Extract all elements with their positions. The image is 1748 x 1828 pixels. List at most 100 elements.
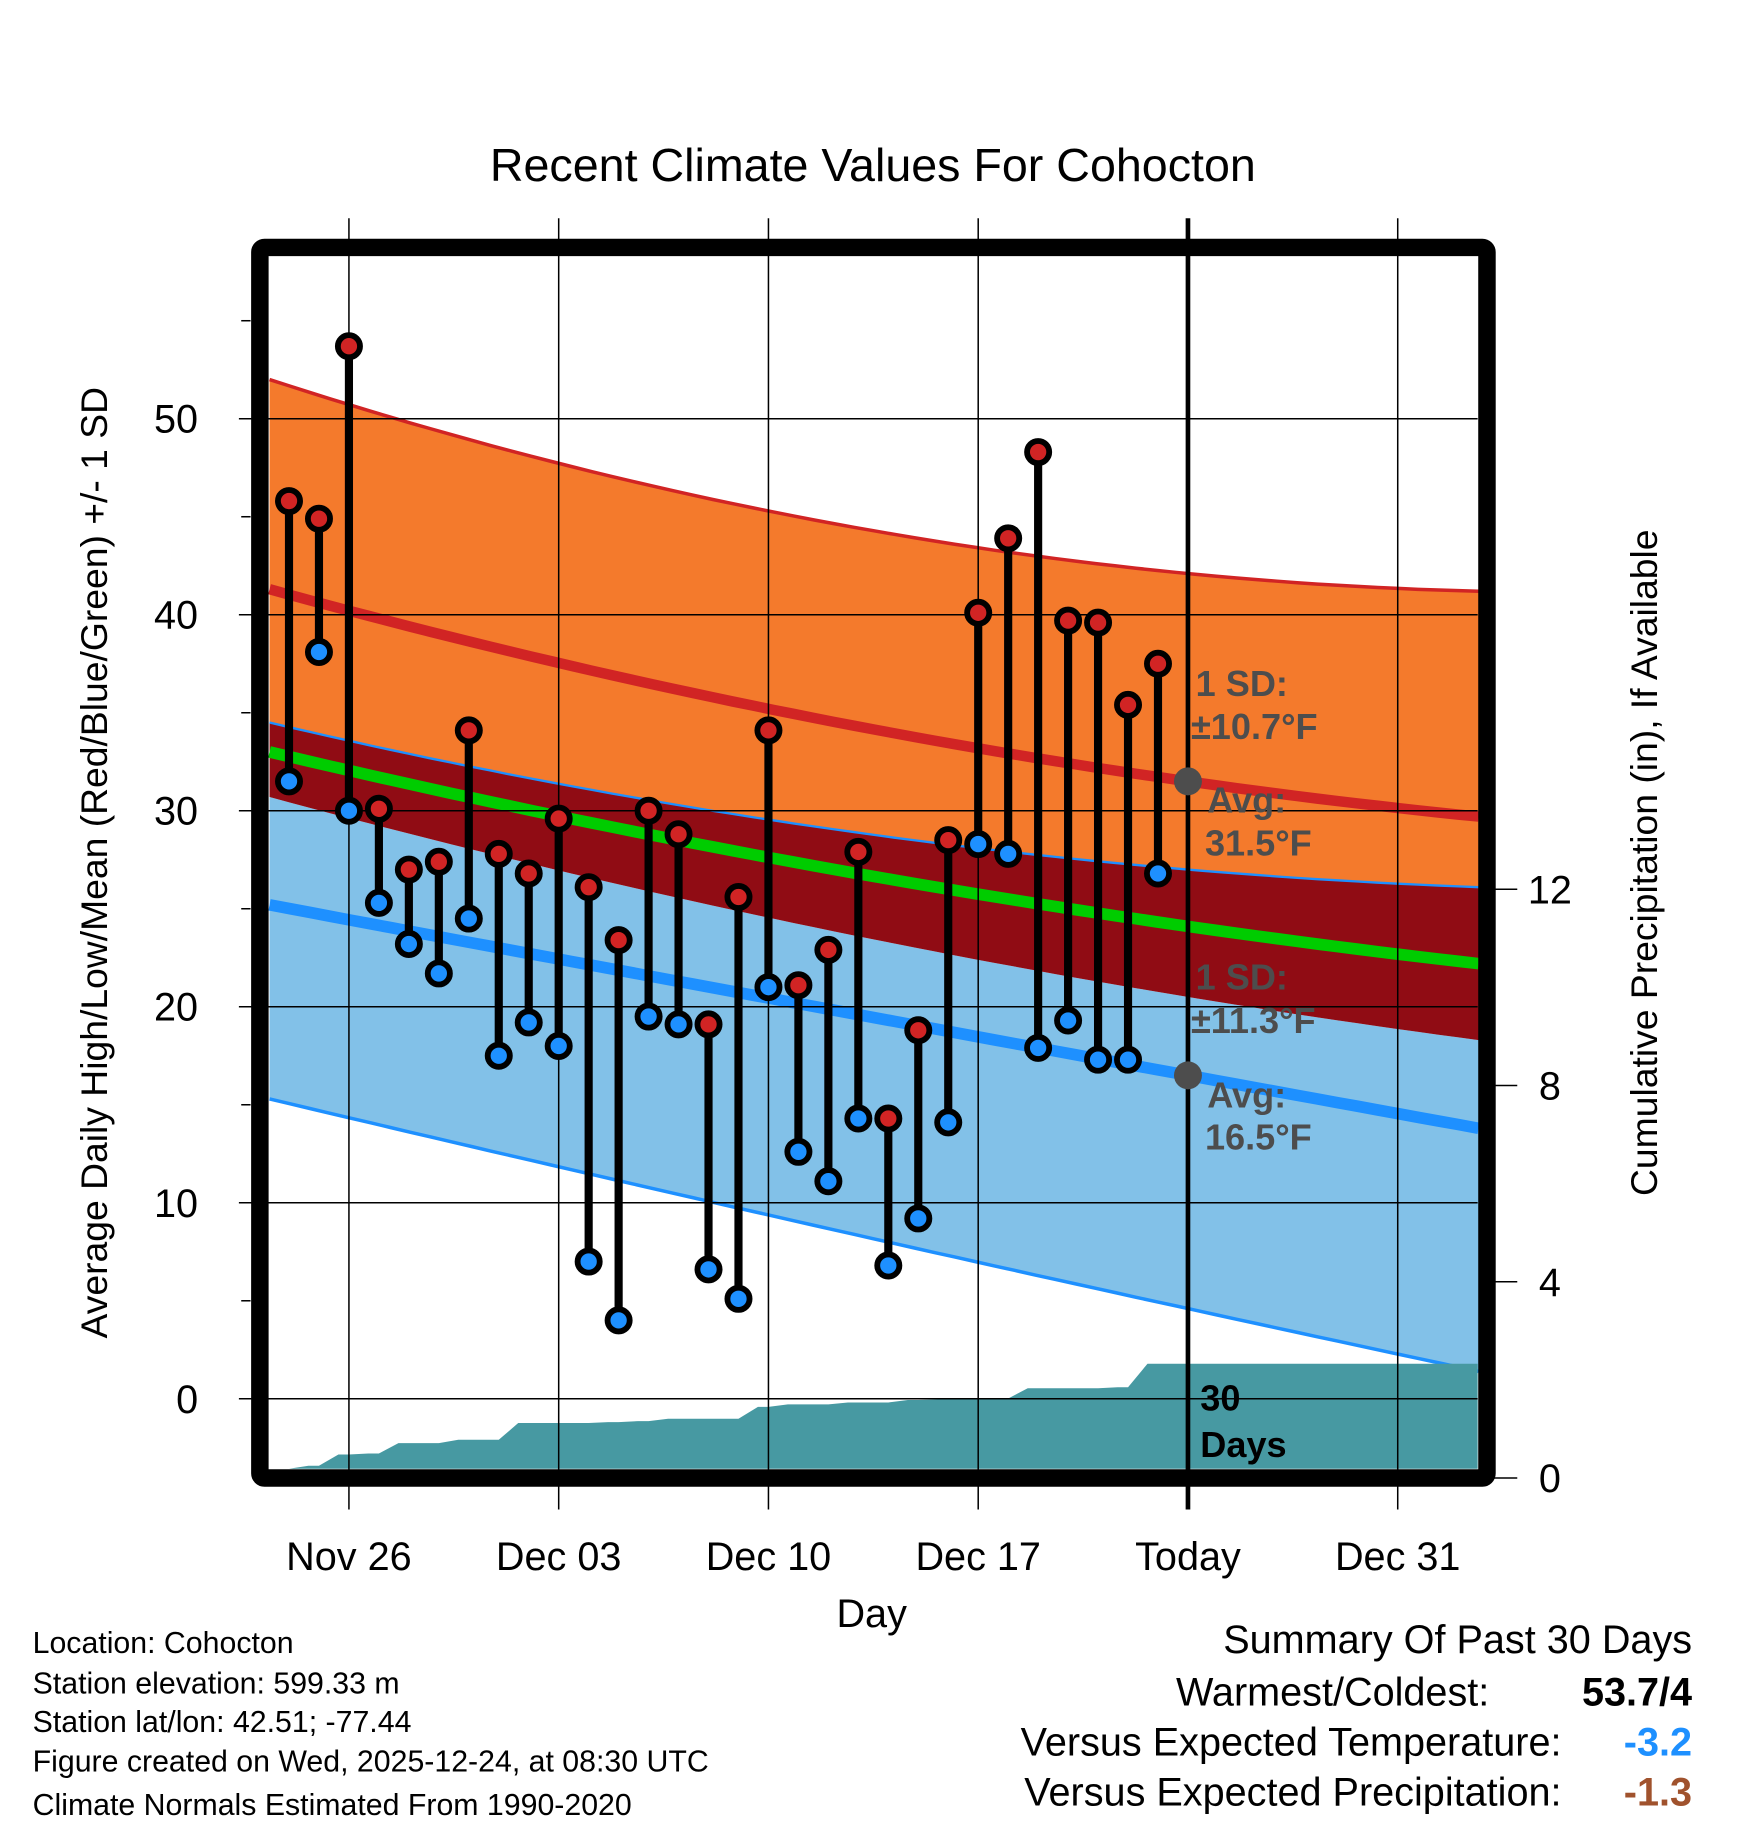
high-point [394,855,423,884]
y-tick-label: 0 [176,1378,198,1422]
days-label: Days [1200,1424,1286,1465]
high-point [964,598,993,627]
high-point [664,820,693,849]
footer-latlon: Station lat/lon: 42.51; -77.44 [33,1706,412,1739]
high-point [724,883,753,911]
high-point [454,716,483,745]
high-point [304,504,333,533]
footer-elevation: Station elevation: 599.33 m [33,1668,400,1701]
high-point [1114,690,1143,719]
low-point [964,830,993,859]
x-tick-label: Today [1135,1535,1241,1579]
high-avg-value: 31.5°F [1205,823,1312,864]
low-point [275,767,303,796]
footer-location: Location: Cohocton [33,1627,294,1660]
low-point [724,1284,753,1313]
low-point [394,930,423,959]
low-point [484,1041,513,1070]
low-point [304,638,333,666]
x-tick-label: Dec 17 [915,1535,1041,1579]
low-avg-line [268,899,1480,1135]
high-point [1144,649,1172,678]
high-point [934,826,963,855]
high-point [904,1016,933,1045]
footer-created: Figure created on Wed, 2025-12-24, at 08… [33,1746,709,1779]
low-sd-value: ±11.3°F [1191,1000,1316,1041]
x-axis-label: Day [836,1592,907,1636]
high-point [814,935,843,964]
low-point [634,1002,663,1031]
high-point [634,796,663,825]
warm-cold-value: 53.7/4 [1582,1670,1692,1714]
high-avg-marker [1173,767,1202,796]
high-point [754,716,783,745]
y2-tick-label: 12 [1528,868,1572,912]
high-point [1054,606,1083,635]
low-point [1024,1033,1053,1062]
low-point [544,1031,573,1060]
low-sd-label: 1 SD: [1196,957,1288,998]
high-point [514,859,543,888]
low-point [1144,859,1172,888]
days-count: 30 [1200,1377,1240,1418]
summary-title: Summary Of Past 30 Days [1223,1618,1692,1662]
low-point [454,904,483,933]
low-avg-label: Avg: [1207,1074,1286,1115]
precip-value: -1.3 [1624,1770,1692,1814]
y-tick-label: 20 [154,986,198,1030]
summary: Summary Of Past 30 Days Warmest/Coldest:… [1021,1618,1692,1815]
x-tick-label: Dec 31 [1335,1535,1461,1579]
low-point [514,1008,543,1037]
high-point [364,794,393,823]
high-point [334,332,363,361]
y-tick-label: 50 [154,398,198,442]
high-point [574,873,603,902]
high-avg-label: Avg: [1207,780,1286,821]
y-tick-label: 40 [154,594,198,638]
low-point [1114,1045,1143,1074]
y-tick-label: 30 [154,790,198,834]
warm-cold-label: Warmest/Coldest: [1176,1670,1489,1714]
high-sd-band [269,379,1479,888]
low-point [934,1108,963,1137]
low-avg-value: 16.5°F [1205,1116,1312,1157]
low-point [874,1251,903,1280]
high-point [604,926,633,955]
high-point [694,1010,723,1039]
y2-axis-label: Cumulative Precipitation (in), If Availa… [1623,529,1665,1196]
y-axis-label: Average Daily High/Low/Mean (Red/Blue/Gr… [73,387,115,1338]
high-point [275,487,303,516]
high-point [784,971,813,1000]
low-minus-sd-line [269,1097,1479,1374]
low-sd-band [269,797,1479,1372]
y2-tick-label: 0 [1539,1457,1561,1501]
high-point [484,839,513,868]
x-tick-label: Nov 26 [286,1535,412,1579]
high-point [424,847,453,876]
high-sd-label: 1 SD: [1196,663,1288,704]
high-plus-sd-line [269,377,1479,593]
low-point [1054,1006,1083,1035]
high-point [844,837,873,866]
low-point [424,959,453,988]
precip-area [278,1363,1478,1469]
y-tick-label: 10 [154,1182,198,1226]
high-point [874,1104,903,1133]
high-point [1084,608,1113,637]
plot-frame [251,238,1496,1487]
footer: Location: Cohocton Station elevation: 59… [33,1627,709,1822]
low-point [994,839,1023,868]
y2-tick-label: 8 [1539,1065,1561,1109]
low-point [664,1010,693,1039]
annotations: 1 SD: ±10.7°F Avg: 31.5°F 1 SD: ±11.3°F … [1191,663,1318,1465]
temp-label: Versus Expected Temperature: [1021,1720,1562,1764]
footer-normals: Climate Normals Estimated From 1990-2020 [33,1789,632,1822]
high-sd-value: ±10.7°F [1191,706,1318,747]
low-point [784,1137,813,1166]
x-tick-label: Dec 10 [706,1535,832,1579]
x-tick-label: Dec 03 [496,1535,622,1579]
low-point [844,1104,873,1133]
high-point [1024,438,1053,467]
low-point [694,1255,723,1284]
